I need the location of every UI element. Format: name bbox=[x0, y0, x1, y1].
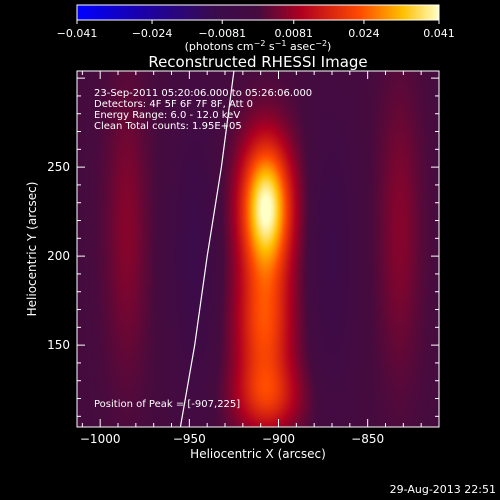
colorbar: −0.041 −0.024 −0.0081 0.0081 0.024 0.041 (pho… bbox=[57, 4, 455, 53]
colorbar-tick-label: 0.0081 bbox=[275, 27, 314, 40]
info-line: Energy Range: 6.0 - 12.0 keV bbox=[94, 110, 240, 121]
info-line: Detectors: 4F 5F 6F 7F 8F, Att 0 bbox=[94, 99, 253, 110]
colorbar-gradient bbox=[76, 4, 440, 21]
colorbar-tick-label: −0.041 bbox=[57, 27, 98, 40]
x-tick-label: −950 bbox=[173, 432, 206, 446]
info-line: 23-Sep-2011 05:20:06.000 to 05:26:06.000 bbox=[94, 88, 312, 99]
x-axis-label: Heliocentric X (arcsec) bbox=[190, 447, 326, 461]
timestamp: 29-Aug-2013 22:51 bbox=[390, 483, 496, 496]
x-axis-ticks: −1000 −950 −900 −850 bbox=[80, 71, 440, 446]
plot-frame bbox=[76, 70, 440, 428]
x-tick-label: −850 bbox=[351, 432, 384, 446]
colorbar-tick-label: 0.041 bbox=[423, 27, 455, 40]
colorbar-tick-label: 0.024 bbox=[348, 27, 380, 40]
info-line: Clean Total counts: 1.95E+05 bbox=[94, 121, 242, 132]
colorbar-ticks: −0.041 −0.024 −0.0081 0.0081 0.024 0.041 bbox=[57, 20, 455, 40]
colorbar-units: (photons cm−2 s−1 asec−2) bbox=[185, 39, 332, 53]
heatmap-image bbox=[77, 71, 439, 427]
y-axis-ticks: 150 200 250 bbox=[47, 77, 439, 417]
peak-position-label: Position of Peak = [-907,225] bbox=[94, 399, 240, 410]
y-tick-label: 200 bbox=[47, 249, 70, 263]
solar-limb-line bbox=[179, 71, 235, 427]
y-axis-label: Heliocentric Y (arcsec) bbox=[25, 182, 39, 317]
y-tick-label: 250 bbox=[47, 160, 70, 174]
observation-info: 23-Sep-2011 05:20:06.000 to 05:26:06.000… bbox=[94, 88, 312, 132]
colorbar-tick-label: −0.0081 bbox=[198, 27, 246, 40]
x-tick-label: −900 bbox=[262, 432, 295, 446]
colorbar-tick-label: −0.024 bbox=[132, 27, 173, 40]
y-tick-label: 150 bbox=[47, 338, 70, 352]
heatmap-raster bbox=[77, 71, 439, 427]
x-tick-label: −1000 bbox=[80, 432, 121, 446]
chart-title: Reconstructed RHESSI Image bbox=[148, 53, 367, 71]
